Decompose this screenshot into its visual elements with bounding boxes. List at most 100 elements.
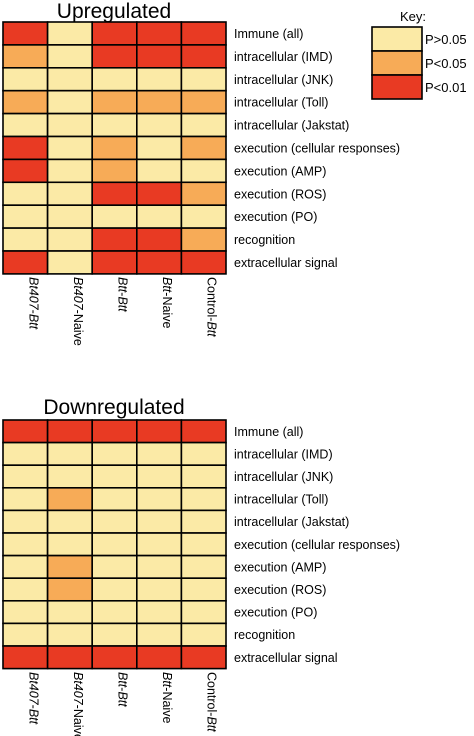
row-label: execution (PO) <box>234 210 317 224</box>
row-label: execution (ROS) <box>234 583 326 597</box>
heatmap-cell <box>46 622 93 647</box>
heatmap-cell <box>91 227 138 252</box>
heatmap-cell <box>46 204 93 229</box>
row-label: execution (ROS) <box>234 187 326 201</box>
heatmap-cell <box>2 250 49 275</box>
heatmap-cell <box>180 21 227 46</box>
heatmap-cell <box>136 135 183 161</box>
column-label: Control-Btt <box>205 672 219 732</box>
column-label: Btt-Naive <box>160 277 174 328</box>
heatmap-cell <box>136 419 183 444</box>
row-label: execution (cellular responses) <box>234 538 400 552</box>
heatmap-cell <box>91 44 138 69</box>
heatmap-cell <box>91 464 138 489</box>
heatmap-cell <box>91 204 138 229</box>
row-label: recognition <box>234 628 295 642</box>
heatmap-cell <box>136 227 183 252</box>
row-label: intracellular (Jakstat) <box>234 119 349 133</box>
row-label: intracellular (Toll) <box>234 493 328 507</box>
heatmap-cell <box>2 645 49 670</box>
heatmap-cell <box>180 419 227 444</box>
heatmap-cell <box>180 464 227 489</box>
heatmap-cell <box>91 181 138 207</box>
heatmap-cell <box>136 486 183 512</box>
heatmap-cell <box>180 486 227 512</box>
heatmap-cell <box>91 599 138 625</box>
heatmap-cell <box>2 599 49 625</box>
heatmap-cell <box>91 67 138 92</box>
column-label: Btt-Btt <box>116 277 130 312</box>
heatmap-cell <box>2 622 49 647</box>
column-label: Control-Btt <box>205 277 219 337</box>
heatmap-cell <box>46 181 93 207</box>
heatmap-cell <box>136 622 183 647</box>
heatmap-cell <box>91 509 138 534</box>
legend-title: Key: <box>400 9 426 24</box>
panel-title: Downregulated <box>43 396 184 419</box>
heatmap-cell <box>2 532 49 557</box>
heatmap-cell <box>180 44 227 69</box>
row-label: intracellular (Jakstat) <box>234 515 349 529</box>
heatmap-cell <box>180 227 227 252</box>
heatmap-cell <box>136 204 183 229</box>
panel-title: Upregulated <box>57 0 171 23</box>
heatmap-cell <box>91 441 138 467</box>
legend-swatch <box>371 26 423 52</box>
heatmap-cell <box>46 554 93 579</box>
row-label: extracellular signal <box>234 651 338 665</box>
heatmap-cell <box>2 181 49 207</box>
heatmap-cell <box>2 419 49 444</box>
legend-swatch <box>371 50 423 76</box>
heatmap-cell <box>91 158 138 184</box>
heatmap-cell <box>136 532 183 557</box>
heatmap-cell <box>180 622 227 647</box>
heatmap-cell <box>91 135 138 161</box>
heatmap-cell <box>180 135 227 161</box>
heatmap-cell <box>91 250 138 275</box>
heatmap-cell <box>91 112 138 138</box>
heatmap-cell <box>2 21 49 46</box>
row-label: execution (cellular responses) <box>234 141 400 155</box>
heatmap-cell <box>2 204 49 229</box>
heatmap-cell <box>46 577 93 602</box>
heatmap-cell <box>46 21 93 46</box>
heatmap-cell <box>46 67 93 92</box>
heatmap-cell <box>136 599 183 625</box>
heatmap-cell <box>91 554 138 579</box>
heatmap-cell <box>2 577 49 602</box>
heatmap-cell <box>180 89 227 115</box>
heatmap-cell <box>46 250 93 275</box>
row-label: execution (PO) <box>234 606 317 620</box>
row-label: Immune (all) <box>234 425 303 439</box>
row-label: intracellular (IMD) <box>234 447 333 461</box>
heatmap-cell <box>136 158 183 184</box>
heatmap-cell <box>180 577 227 602</box>
heatmap-cell <box>136 554 183 579</box>
heatmap-cell <box>136 509 183 534</box>
heatmap-cell <box>46 227 93 252</box>
heatmap-cell <box>180 67 227 92</box>
heatmap-cell <box>2 464 49 489</box>
heatmap-cell <box>46 135 93 161</box>
heatmap-cell <box>180 204 227 229</box>
heatmap-cell <box>2 135 49 161</box>
heatmap-cell <box>46 441 93 467</box>
heatmap-cell <box>136 112 183 138</box>
heatmap-cell <box>91 419 138 444</box>
heatmap-cell <box>2 158 49 184</box>
heatmap-cell <box>180 112 227 138</box>
heatmap-cell <box>2 509 49 534</box>
heatmap-cell <box>136 441 183 467</box>
heatmap-cell <box>2 112 49 138</box>
column-label: Bt407-Btt <box>26 672 40 725</box>
row-label: intracellular (JNK) <box>234 470 333 484</box>
heatmap-cell <box>91 622 138 647</box>
heatmap-cell <box>2 486 49 512</box>
heatmap-cell <box>180 441 227 467</box>
heatmap-panel-upregulated: Upregulated Immune (all) intracellular (IM… <box>2 0 400 346</box>
heatmap-cell <box>46 89 93 115</box>
row-label: intracellular (IMD) <box>234 50 333 64</box>
heatmap-cell <box>136 181 183 207</box>
heatmap-cell <box>136 645 183 670</box>
